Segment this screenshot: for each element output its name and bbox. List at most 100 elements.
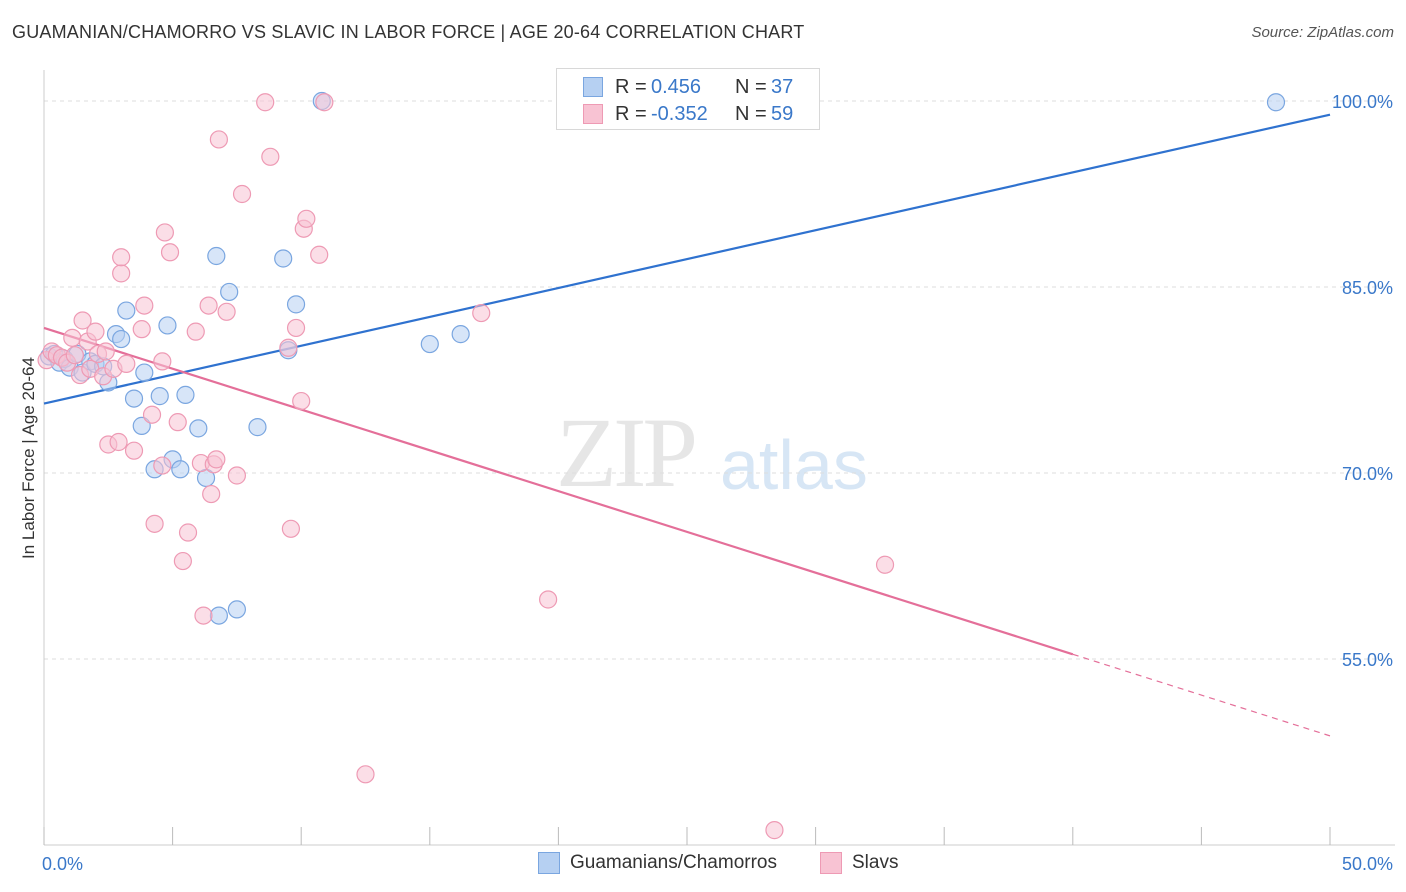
slav-point	[153, 352, 172, 371]
slav-point	[217, 302, 236, 321]
r-value: -0.352	[651, 102, 708, 125]
y-tick-label: 85.0%	[1342, 278, 1393, 298]
legend-item-slavs[interactable]: Slavs	[820, 852, 898, 874]
slav-point	[310, 245, 329, 264]
legend-item-guamanians[interactable]: Guamanians/Chamorros	[538, 852, 777, 874]
guamanian-point	[176, 385, 195, 404]
guamanian-point	[209, 606, 228, 625]
guamanian-point	[451, 325, 470, 344]
guamanian-point	[189, 419, 208, 438]
y-tick-label: 100.0%	[1332, 92, 1393, 112]
legend-swatch-pink	[820, 852, 842, 874]
axes	[43, 70, 1395, 846]
slav-point	[207, 450, 226, 469]
slavs-trend-line	[43, 326, 1074, 656]
guamanian-point	[135, 363, 154, 382]
slav-point	[132, 320, 151, 339]
guamanian-point	[158, 316, 177, 335]
n-value: 37	[771, 75, 794, 98]
slav-point	[86, 322, 105, 341]
r-label: R =	[615, 102, 647, 125]
data-points	[37, 91, 1286, 840]
slav-point	[153, 456, 172, 475]
guamanian-point	[248, 418, 267, 437]
slav-point	[65, 346, 84, 365]
slav-point	[281, 519, 301, 538]
slav-point	[875, 555, 895, 574]
slav-point	[173, 551, 192, 571]
slav-point	[765, 821, 784, 840]
slav-point	[124, 441, 144, 460]
slav-point	[202, 484, 221, 504]
slav-point	[297, 209, 316, 228]
guamanian-trend-line	[43, 113, 1331, 405]
chart-title: GUAMANIAN/CHAMORRO VS SLAVIC IN LABOR FO…	[12, 22, 805, 42]
guamanian-point	[124, 389, 144, 408]
legend-label-guamanians: Guamanians/Chamorros	[570, 852, 777, 873]
slav-point	[160, 243, 180, 262]
source-label: Source: ZipAtlas.com	[1251, 24, 1394, 41]
stats-legend: R = 0.456 N = 37 R = -0.352 N = 59	[556, 68, 820, 130]
slav-point	[286, 318, 306, 338]
bottom-legend: Guamanians/Chamorros Slavs	[0, 852, 1406, 878]
x-tick-label: 50.0%	[1342, 854, 1393, 874]
guamanian-point	[420, 334, 439, 354]
slav-point	[279, 338, 298, 357]
trend-lines	[43, 113, 1331, 737]
slav-point	[145, 514, 164, 533]
legend-label-slavs: Slavs	[852, 852, 899, 873]
legend-swatch-pink	[583, 104, 603, 124]
guamanian-point	[171, 460, 190, 479]
y-tick-label: 70.0%	[1342, 464, 1393, 484]
slav-point	[472, 303, 491, 323]
r-label: R =	[615, 75, 647, 98]
legend-swatch-blue	[538, 852, 560, 874]
guamanian-point	[274, 249, 293, 268]
y-axis-title: In Labor Force | Age 20-64	[19, 357, 38, 559]
guamanian-point	[286, 295, 306, 314]
y-tick-label: 55.0%	[1342, 650, 1393, 670]
slav-point	[186, 322, 205, 341]
guamanian-point	[220, 282, 239, 302]
watermark-atlas: atlas	[720, 426, 868, 504]
slav-point	[109, 432, 128, 452]
slav-point	[117, 354, 136, 373]
slav-point	[199, 296, 218, 315]
slav-point	[178, 523, 198, 542]
n-label: N =	[735, 75, 767, 98]
slav-point	[256, 93, 275, 112]
slav-point	[194, 606, 213, 625]
guamanian-point	[112, 329, 131, 349]
slav-point	[96, 342, 115, 361]
slav-point	[315, 93, 334, 112]
r-value: 0.456	[651, 75, 702, 98]
slav-point	[539, 590, 558, 609]
slav-point	[292, 391, 311, 411]
slav-point	[227, 466, 246, 485]
slav-point	[63, 328, 82, 347]
slav-point	[135, 296, 154, 315]
legend-swatch-blue	[583, 77, 603, 97]
guamanian-point	[1266, 93, 1286, 112]
stats-row-slavs: R = -0.352 N = 59	[583, 101, 793, 127]
guamanian-point	[132, 416, 151, 435]
slav-point	[209, 130, 228, 149]
slav-point	[142, 405, 162, 424]
slav-point	[261, 147, 280, 166]
watermark-zip: ZIP	[556, 397, 698, 508]
slav-point	[168, 413, 187, 432]
slav-point	[232, 184, 252, 204]
stats-row-guamanian: R = 0.456 N = 37	[583, 74, 793, 100]
x-tick-label: 0.0%	[42, 854, 83, 874]
slav-point	[356, 765, 375, 784]
n-value: 59	[771, 102, 794, 125]
slav-point	[112, 248, 131, 267]
axis-labels: 55.0% 70.0% 85.0% 100.0% 0.0% 50.0% In Labor F…	[19, 92, 1393, 874]
slav-point	[73, 311, 92, 330]
guamanian-point	[227, 600, 246, 619]
guamanian-point	[207, 246, 226, 266]
slav-point	[155, 223, 174, 242]
guamanian-point	[150, 387, 169, 406]
gridlines	[44, 100, 1395, 660]
